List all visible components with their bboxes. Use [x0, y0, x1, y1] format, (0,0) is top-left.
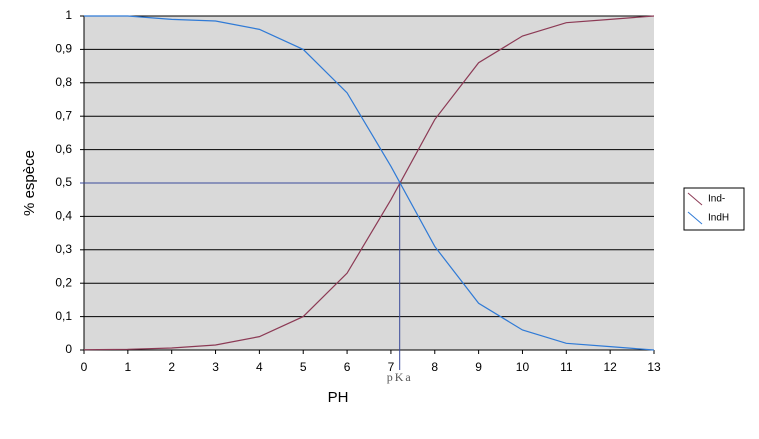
x-tick-label: 6	[344, 360, 351, 374]
y-tick-label: 0,5	[55, 175, 72, 189]
x-tick-label: 10	[516, 360, 530, 374]
y-tick-label: 0,4	[55, 209, 72, 223]
x-tick-label: 5	[300, 360, 307, 374]
pka-label: pKa	[387, 370, 413, 384]
series-line	[84, 15, 655, 351]
y-axis-label: % espèce	[21, 150, 38, 216]
x-tick-label: 13	[647, 360, 661, 374]
legend-swatch	[687, 211, 703, 225]
x-tick-label: 3	[212, 360, 219, 374]
legend-box	[683, 187, 745, 231]
y-tick-label: 0,7	[55, 108, 72, 122]
y-tick-label: 0,6	[55, 142, 72, 156]
y-tick-label: 0,3	[55, 242, 72, 256]
x-tick-label: 1	[125, 360, 132, 374]
x-tick-label: 7	[388, 360, 395, 374]
x-tick-label: 9	[475, 360, 482, 374]
y-tick-label: 0,9	[55, 42, 72, 56]
y-tick-label: 0	[65, 342, 72, 356]
legend-swatch	[687, 192, 703, 206]
x-tick-label: 12	[603, 360, 617, 374]
x-axis-label: PH	[328, 389, 349, 406]
x-tick-label: 0	[81, 360, 88, 374]
x-tick-label: 2	[168, 360, 175, 374]
x-tick-label: 11	[560, 360, 573, 374]
legend-label: Ind-	[708, 194, 725, 205]
x-tick-label: 4	[256, 360, 263, 374]
y-tick-label: 1	[65, 8, 72, 22]
series-line	[83, 15, 655, 351]
legend-label: IndH	[708, 213, 729, 224]
y-tick-label: 0,8	[55, 75, 72, 89]
y-tick-label: 0,1	[55, 309, 72, 323]
y-tick-label: 0,2	[55, 275, 72, 289]
x-tick-label: 8	[431, 360, 438, 374]
